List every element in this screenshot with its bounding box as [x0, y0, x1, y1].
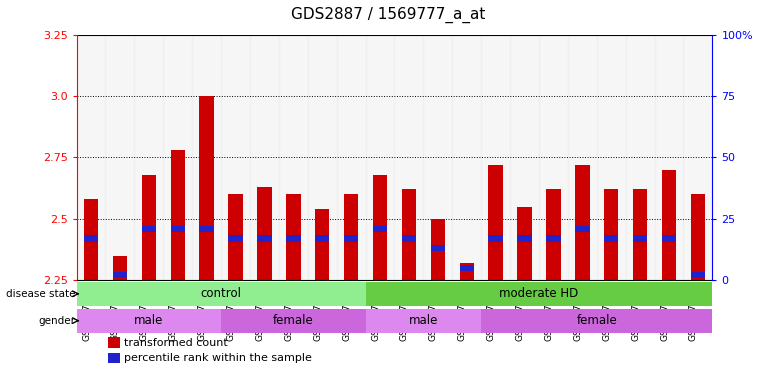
Bar	[460, 265, 474, 271]
Bar	[517, 207, 532, 280]
Bar	[134, 35, 163, 280]
Bar	[633, 235, 647, 242]
Bar	[228, 194, 243, 280]
Bar	[365, 35, 394, 280]
Bar	[662, 235, 676, 242]
Bar	[430, 219, 445, 280]
Bar	[315, 235, 329, 242]
Text: male: male	[134, 314, 163, 327]
Bar	[394, 35, 424, 280]
Bar	[192, 35, 221, 280]
Bar	[109, 353, 119, 363]
Bar	[489, 165, 502, 280]
Bar	[163, 35, 192, 280]
Bar	[546, 189, 561, 280]
Bar	[373, 175, 388, 280]
Bar	[221, 35, 250, 280]
Bar	[517, 235, 532, 242]
Bar	[344, 235, 358, 242]
Bar	[199, 226, 214, 232]
Bar	[568, 35, 597, 280]
Bar	[142, 226, 156, 232]
Bar	[683, 35, 712, 280]
Bar	[401, 235, 416, 242]
Bar	[575, 165, 590, 280]
Bar	[142, 175, 156, 280]
Bar	[77, 35, 106, 280]
Text: moderate HD: moderate HD	[499, 287, 578, 300]
Bar	[171, 150, 185, 280]
Bar	[481, 35, 510, 280]
FancyBboxPatch shape	[77, 309, 221, 333]
Text: control: control	[201, 287, 241, 300]
Bar	[539, 35, 568, 280]
Bar	[662, 170, 676, 280]
Text: female: female	[273, 314, 314, 327]
Bar	[424, 35, 452, 280]
Bar	[604, 235, 618, 242]
Bar	[279, 35, 308, 280]
FancyBboxPatch shape	[365, 309, 481, 333]
Text: GDS2887 / 1569777_a_at: GDS2887 / 1569777_a_at	[291, 7, 486, 23]
Bar	[626, 35, 655, 280]
Bar	[83, 235, 98, 242]
Bar	[257, 187, 272, 280]
FancyBboxPatch shape	[365, 282, 712, 306]
FancyBboxPatch shape	[481, 309, 712, 333]
Bar	[344, 194, 358, 280]
Bar	[633, 189, 647, 280]
Bar	[691, 272, 705, 278]
Bar	[83, 199, 98, 280]
Bar	[228, 235, 243, 242]
Bar	[315, 209, 329, 280]
FancyBboxPatch shape	[77, 282, 365, 306]
Bar	[546, 235, 561, 242]
Bar	[250, 35, 279, 280]
Bar	[460, 263, 474, 280]
Bar	[109, 337, 119, 348]
Text: female: female	[576, 314, 617, 327]
Bar	[604, 189, 618, 280]
Text: male: male	[409, 314, 438, 327]
Bar	[113, 272, 127, 278]
Bar	[199, 96, 214, 280]
Text: percentile rank within the sample: percentile rank within the sample	[124, 353, 313, 363]
Bar	[337, 35, 365, 280]
FancyBboxPatch shape	[221, 309, 365, 333]
Text: transformed count: transformed count	[124, 338, 228, 348]
Bar	[106, 35, 134, 280]
Bar	[489, 235, 502, 242]
Bar	[430, 245, 445, 252]
Text: disease state: disease state	[5, 289, 75, 299]
Bar	[510, 35, 539, 280]
Bar	[597, 35, 626, 280]
Bar	[286, 194, 300, 280]
Text: gender: gender	[38, 316, 75, 326]
Bar	[286, 235, 300, 242]
Bar	[452, 35, 481, 280]
Bar	[691, 194, 705, 280]
Bar	[401, 189, 416, 280]
Bar	[575, 226, 590, 232]
Bar	[171, 226, 185, 232]
Bar	[308, 35, 337, 280]
Bar	[257, 235, 272, 242]
Bar	[113, 256, 127, 280]
Bar	[373, 226, 388, 232]
Bar	[655, 35, 683, 280]
